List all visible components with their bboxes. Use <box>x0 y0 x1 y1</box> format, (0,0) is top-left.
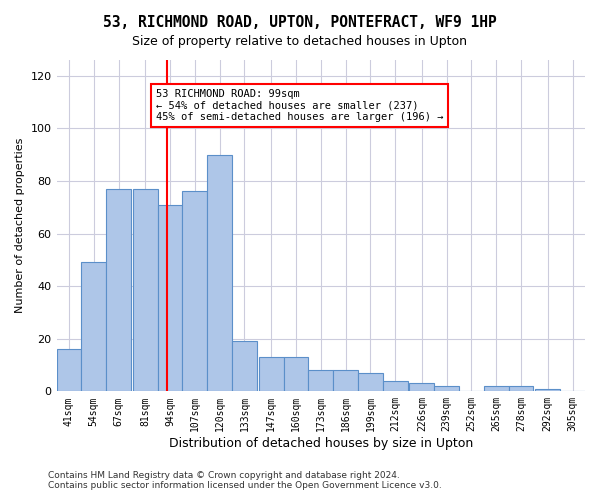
X-axis label: Distribution of detached houses by size in Upton: Distribution of detached houses by size … <box>169 437 473 450</box>
Bar <box>207 154 232 392</box>
Bar <box>284 357 308 392</box>
Bar <box>333 370 358 392</box>
Bar <box>535 388 560 392</box>
Bar <box>82 262 106 392</box>
Bar <box>259 357 284 392</box>
Bar <box>133 189 158 392</box>
Bar <box>484 386 509 392</box>
Bar <box>158 204 182 392</box>
Text: Size of property relative to detached houses in Upton: Size of property relative to detached ho… <box>133 35 467 48</box>
Bar <box>56 350 82 392</box>
Y-axis label: Number of detached properties: Number of detached properties <box>15 138 25 314</box>
Text: Contains HM Land Registry data © Crown copyright and database right 2024.
Contai: Contains HM Land Registry data © Crown c… <box>48 470 442 490</box>
Bar <box>383 381 407 392</box>
Bar <box>308 370 333 392</box>
Bar <box>232 342 257 392</box>
Bar <box>409 384 434 392</box>
Bar <box>509 386 533 392</box>
Bar <box>434 386 459 392</box>
Bar <box>106 189 131 392</box>
Bar <box>182 192 207 392</box>
Text: 53, RICHMOND ROAD, UPTON, PONTEFRACT, WF9 1HP: 53, RICHMOND ROAD, UPTON, PONTEFRACT, WF… <box>103 15 497 30</box>
Bar <box>358 373 383 392</box>
Text: 53 RICHMOND ROAD: 99sqm
← 54% of detached houses are smaller (237)
45% of semi-d: 53 RICHMOND ROAD: 99sqm ← 54% of detache… <box>156 89 443 122</box>
